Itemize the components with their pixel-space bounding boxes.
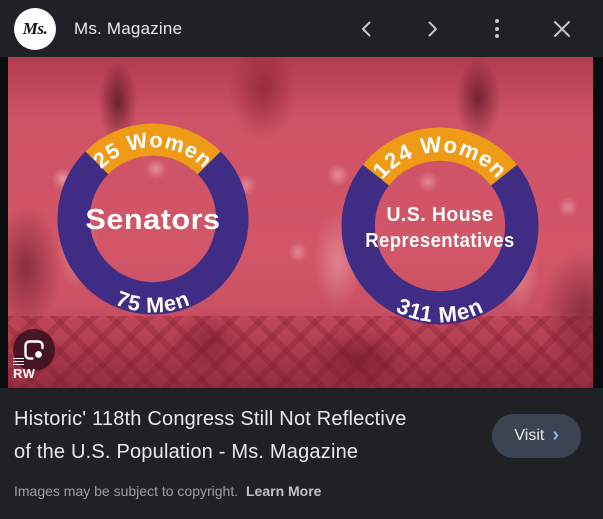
watermark-text: RW — [13, 366, 36, 381]
photo-backdrop — [8, 57, 593, 388]
source-chip[interactable]: Ms. Ms. Magazine — [0, 7, 183, 50]
visit-button[interactable]: Visit › — [492, 414, 581, 458]
chevron-left-icon — [362, 21, 371, 36]
google-lens-icon — [24, 340, 44, 360]
result-footer: Historic' 118th Congress Still Not Refle… — [0, 388, 603, 519]
chevron-right-icon: › — [552, 424, 559, 446]
source-name: Ms. Magazine — [74, 18, 183, 38]
viewer-header: Ms. Ms. Magazine — [0, 0, 603, 57]
close-button[interactable] — [542, 9, 582, 49]
donut-segment-women — [85, 123, 221, 175]
senate-donut-chart: 25 Women 75 Men Senators — [57, 123, 249, 317]
chevron-right-icon — [428, 21, 437, 36]
kebab-menu-icon — [495, 19, 499, 38]
learn-more-link[interactable]: Learn More — [246, 483, 322, 499]
viewer-nav — [347, 9, 582, 49]
donut-center-label: Senators — [85, 204, 220, 236]
copyright-text: Images may be subject to copyright. — [14, 483, 239, 499]
result-title-line1: Historic' 118th Congress Still Not Refle… — [14, 408, 407, 430]
result-title-line2: of the U.S. Population - Ms. Magazine — [14, 441, 359, 463]
previous-image-button[interactable] — [347, 9, 387, 49]
image-viewer-stage: 25 Women 75 Men Senators 124 Women — [0, 57, 603, 388]
watermark-lines-icon — [13, 358, 24, 365]
house-donut-chart: 124 Women 311 Men U.S. House Representat… — [341, 127, 539, 327]
source-logo-text: Ms. — [22, 18, 48, 38]
donut-center-label-line1: U.S. House — [386, 204, 493, 226]
visit-button-label: Visit — [514, 427, 545, 444]
source-logo: Ms. — [14, 7, 56, 50]
copyright-notice: Images may be subject to copyright. Lear… — [14, 483, 321, 499]
more-options-button[interactable] — [477, 9, 517, 49]
donut-center-label-line2: Representatives — [365, 230, 514, 252]
donut-segment-women — [362, 127, 518, 186]
donut-women-label: 25 Women — [88, 127, 218, 173]
result-image[interactable]: 25 Women 75 Men Senators 124 Women — [8, 57, 593, 388]
watermark: RW — [13, 358, 35, 383]
carpet-pattern — [8, 316, 593, 388]
next-image-button[interactable] — [412, 9, 452, 49]
close-icon — [554, 20, 570, 37]
result-title[interactable]: Historic' 118th Congress Still Not Refle… — [14, 403, 479, 469]
